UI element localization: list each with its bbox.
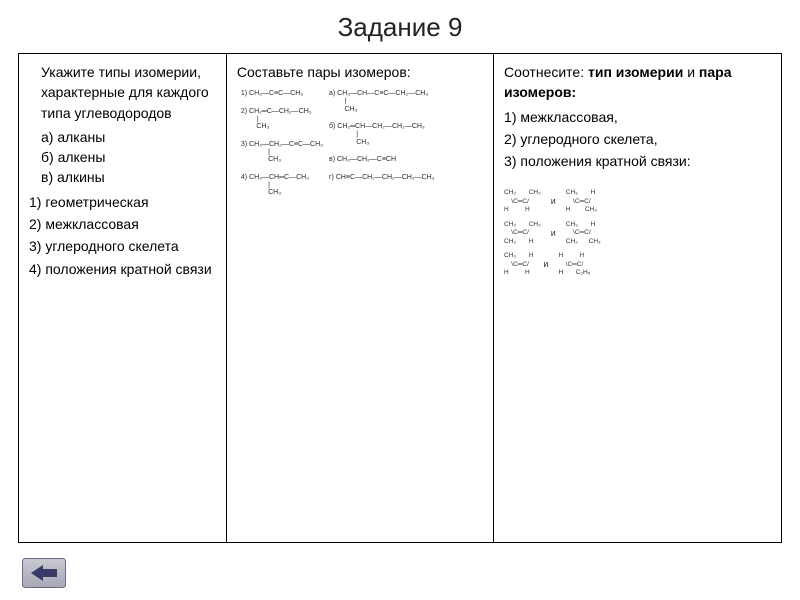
arrow-left-icon bbox=[31, 565, 57, 581]
col1-num-4: 4) положения кратной связи bbox=[29, 259, 216, 279]
struct-2b: CH₃ H \C═C/ CH₃ CH₃ bbox=[566, 221, 601, 246]
col2-title: Составьте пары изомеров: bbox=[237, 62, 483, 82]
col1-letter-b: б) алкены bbox=[41, 147, 216, 167]
isomer-v: в) CH₃—CH₂—C≡CH bbox=[329, 156, 435, 164]
isomer-3: 3) CH₃—CH₂—C≡C—CH₃ | CH₃ bbox=[241, 141, 323, 164]
task-table: Укажите типы изомерии, характерные для к… bbox=[18, 53, 782, 543]
col1-num-1: 1) геометрическая bbox=[29, 192, 216, 212]
struct-2a: CH₃ CH₃ \C═C/ CH₃ H bbox=[504, 221, 541, 246]
struct-3b: H H \C═C/ H C₂H₅ bbox=[558, 252, 590, 277]
isomer-2: 2) CH₂═C—CH₂—CH₃ | CH₃ bbox=[241, 108, 323, 131]
col3-heading-b1: тип изомерии bbox=[588, 64, 683, 80]
isomer-a: а) CH₃—CH—C≡C—CH₂—CH₃ | CH₃ bbox=[329, 90, 435, 113]
isomer-4: 4) CH₃—CH═C—CH₃ | CH₃ bbox=[241, 174, 323, 197]
structures-block: CH₃ CH₃ \C═C/ H H и CH₃ H \C═C/ H CH₃ CH… bbox=[504, 189, 771, 277]
struct-3a: CH₃ H \C═C/ H H bbox=[504, 252, 533, 277]
page-title: Задание 9 bbox=[0, 0, 800, 53]
isomer-g: г) CH≡C—CH₂—CH₂—CH₂—CH₃ bbox=[329, 174, 435, 182]
col1-letter-v: в) алкины bbox=[41, 167, 216, 187]
col3-heading-pre: Соотнесите: bbox=[504, 64, 588, 80]
isomer-grid: 1) CH₃—C≡C—CH₃ 2) CH₂═C—CH₂—CH₃ | CH₃ 3)… bbox=[237, 90, 483, 197]
isomer-1: 1) CH₃—C≡C—CH₃ bbox=[241, 90, 323, 98]
col3-num-1: 1) межклассовая, bbox=[504, 107, 771, 127]
col3-num-3: 3) положения кратной связи: bbox=[504, 151, 771, 171]
struct-1a: CH₃ CH₃ \C═C/ H H bbox=[504, 189, 541, 214]
col1-intro: Укажите типы изомерии, характерные для к… bbox=[29, 62, 216, 123]
struct-and-3: и bbox=[543, 259, 548, 271]
col3-heading-mid: и bbox=[683, 64, 699, 80]
col1-letter-a: а) алканы bbox=[41, 127, 216, 147]
column-1: Укажите типы изомерии, характерные для к… bbox=[19, 54, 227, 542]
col1-num-2: 2) межклассовая bbox=[29, 214, 216, 234]
col3-num-2: 2) углеродного скелета, bbox=[504, 129, 771, 149]
struct-and-1: и bbox=[551, 196, 556, 208]
back-button[interactable] bbox=[22, 558, 66, 588]
isomer-b: б) CH₂═CH—CH₂—CH₂—CH₃ | CH₃ bbox=[329, 123, 435, 146]
struct-1b: CH₃ H \C═C/ H CH₃ bbox=[566, 189, 597, 214]
struct-and-2: и bbox=[551, 228, 556, 240]
column-3: Соотнесите: тип изомерии и пара изомеров… bbox=[494, 54, 781, 542]
col1-num-3: 3) углеродного скелета bbox=[29, 236, 216, 256]
col3-heading: Соотнесите: тип изомерии и пара изомеров… bbox=[504, 62, 771, 103]
column-2: Составьте пары изомеров: 1) CH₃—C≡C—CH₃ … bbox=[227, 54, 494, 542]
